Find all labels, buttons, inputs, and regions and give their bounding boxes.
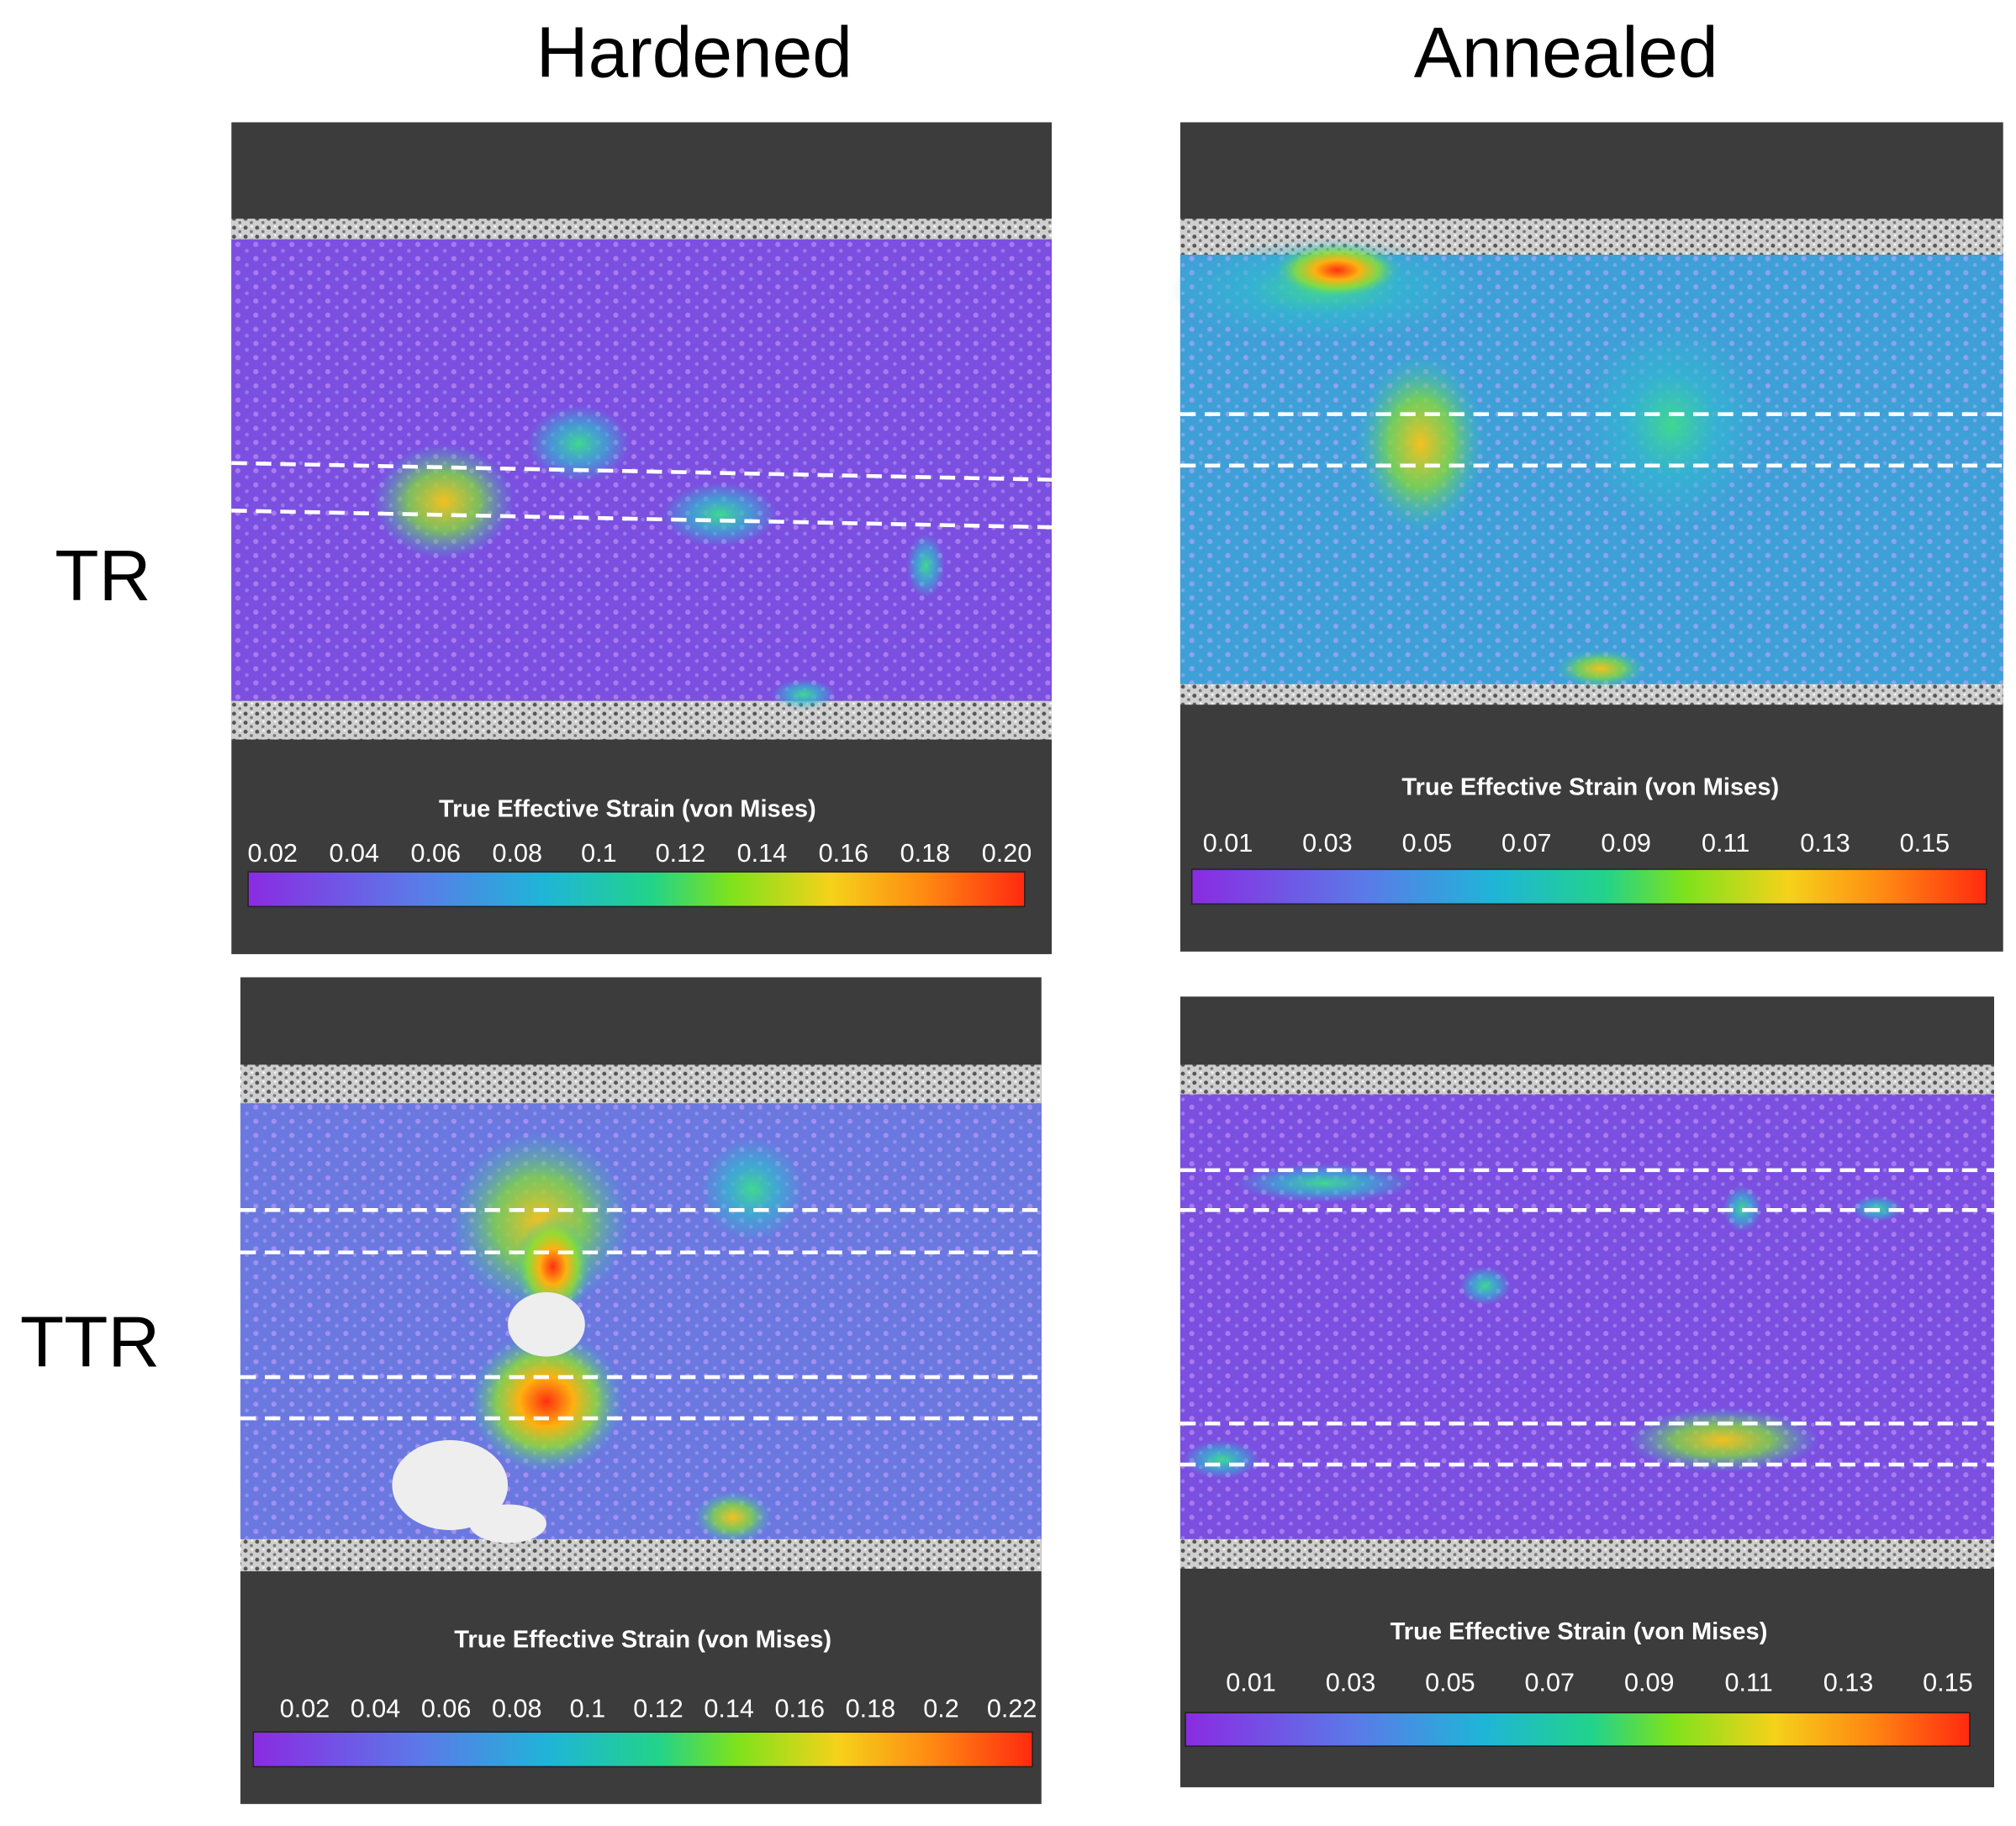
strain-texture [231, 239, 1052, 701]
strain-hotspot [469, 1331, 624, 1473]
colorbar-tick-label: 0.12 [633, 1694, 683, 1723]
strain-hotspot [372, 443, 515, 560]
strain-hotspot [514, 1215, 592, 1318]
strain-hotspot [1459, 1266, 1511, 1306]
colorbar [252, 1731, 1033, 1768]
row-label: TR [55, 536, 150, 616]
colorbar-tick-label: 0.02 [280, 1694, 330, 1723]
colorbar-tick-label: 0.06 [411, 839, 462, 868]
colorbar-tick-label: 0.03 [1326, 1669, 1376, 1697]
strain-hotspot [1182, 1440, 1260, 1479]
colorbar-tick-label: 0.09 [1601, 829, 1651, 858]
specimen-edge [231, 219, 1052, 242]
colorbar-tick-label: 0.18 [846, 1694, 896, 1723]
colorbar-tick-label: 0.15 [1923, 1669, 1973, 1697]
colorbar-tick-label: 0.02 [247, 839, 298, 868]
colorbar-tick-label: 0.05 [1425, 1669, 1475, 1697]
colorbar-tick-label: 0.04 [351, 1694, 401, 1723]
strain-hotspot [1555, 649, 1646, 689]
specimen-edge [240, 1064, 1042, 1106]
colorbar-title: True Effective Strain (von Mises) [1391, 1618, 1768, 1645]
colorbar-tick-label: 0.13 [1823, 1669, 1874, 1697]
strain-hotspot [527, 404, 631, 483]
strain-texture [1180, 1094, 1995, 1539]
colorbar-tick-label: 0.05 [1402, 829, 1453, 858]
strain-hotspot [662, 482, 778, 547]
column-title: Annealed [1414, 13, 1718, 93]
panel: True Effective Strain (von Mises) 0.01 0.0… [1180, 996, 1995, 1787]
strain-hotspot [1273, 241, 1401, 298]
specimen-edge [240, 1536, 1042, 1572]
colorbar-tick-label: 0.14 [704, 1694, 754, 1723]
colorbar-tick-label: 0.16 [819, 839, 869, 868]
colorbar-tick-label: 0.11 [1724, 1669, 1772, 1697]
strain-hotspot [694, 1491, 772, 1544]
panel: True Effective Strain (von Mises) 0.01 0.0… [1169, 122, 2003, 952]
colorbar-tick-label: 0.1 [570, 1694, 606, 1723]
colorbar-tick-label: 0.13 [1800, 829, 1850, 858]
panel: True Effective Strain (von Mises) 0.02 0.0… [240, 977, 1042, 1804]
specimen-edge [1180, 1064, 1995, 1097]
colorbar-tick-label: 0.07 [1525, 1669, 1575, 1697]
strain-hotspot [1581, 321, 1762, 528]
colorbar-tick-label: 0.11 [1702, 829, 1749, 858]
row-label: TTR [20, 1302, 160, 1383]
strain-hotspot [906, 533, 946, 599]
colorbar-tick-label: 0.07 [1501, 829, 1552, 858]
colorbar-tick-label: 0.20 [982, 839, 1032, 868]
colorbar-tick-label: 0.08 [493, 839, 543, 868]
strain-hotspot [1356, 353, 1486, 534]
crack-region [392, 1440, 509, 1531]
colorbar-tick-label: 0.1 [581, 839, 617, 868]
colorbar [1185, 1712, 1971, 1747]
colorbar-tick-label: 0.12 [656, 839, 706, 868]
strain-hotspot [771, 678, 836, 710]
colorbar-tick-label: 0.22 [987, 1694, 1037, 1723]
colorbar-tick-label: 0.03 [1302, 829, 1353, 858]
panel: True Effective Strain (von Mises) 0.02 0.0… [231, 122, 1053, 954]
colorbar [1190, 868, 1987, 905]
colorbar-title: True Effective Strain (von Mises) [454, 1626, 831, 1653]
specimen-edge [1180, 1536, 1995, 1569]
colorbar-tick-label: 0.18 [900, 839, 951, 868]
colorbar-tick-label: 0.08 [492, 1694, 542, 1723]
colorbar-tick-label: 0.15 [1900, 829, 1950, 858]
dashed-line [231, 509, 1053, 530]
colorbar-tick-label: 0.2 [923, 1694, 959, 1723]
colorbar-tick-label: 0.16 [774, 1694, 825, 1723]
colorbar-tick-label: 0.01 [1203, 829, 1253, 858]
colorbar-tick-label: 0.01 [1226, 1669, 1276, 1697]
strain-hotspot [1234, 1164, 1415, 1203]
colorbar-tick-label: 0.14 [737, 839, 788, 868]
dashed-line [231, 461, 1053, 482]
colorbar-title: True Effective Strain (von Mises) [1401, 773, 1779, 800]
strain-hotspot [700, 1137, 804, 1241]
colorbar-title: True Effective Strain (von Mises) [439, 795, 816, 822]
crack-region [469, 1504, 546, 1544]
colorbar [247, 871, 1026, 908]
column-title: Hardened [536, 13, 852, 93]
crack-region [508, 1292, 585, 1357]
colorbar-tick-label: 0.06 [421, 1694, 472, 1723]
colorbar-tick-label: 0.09 [1624, 1669, 1675, 1697]
strain-texture [240, 1103, 1042, 1539]
colorbar-tick-label: 0.04 [329, 839, 379, 868]
